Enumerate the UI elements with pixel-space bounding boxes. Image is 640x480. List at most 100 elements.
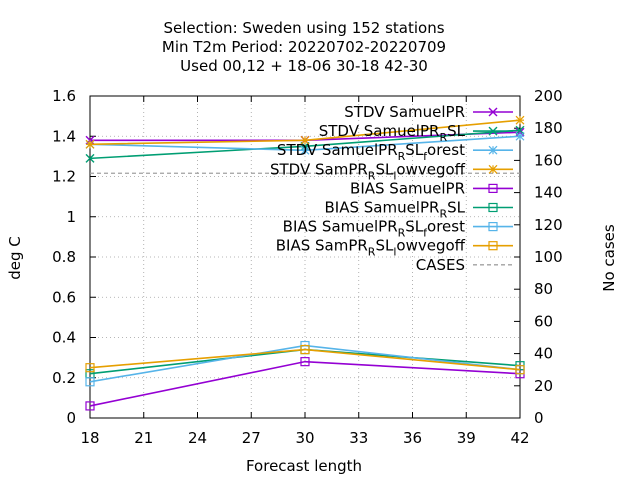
data-point [488,164,498,174]
y2-tick-label: 180 [534,119,563,137]
legend-text-part: BIAS SamPR [276,237,368,255]
data-point [515,365,525,375]
legend-item-5: BIAS SamuelPRRSL [324,199,513,221]
marker-stroke [488,107,498,117]
legend-subscript: R [398,227,406,240]
y2-tick-label: 80 [534,280,553,298]
x-tick-label: 33 [349,429,368,447]
y2-tick-label: 120 [534,216,563,234]
legend-text-part: orest [427,218,465,236]
data-point [515,115,525,125]
legend-text-part: orest [427,141,465,159]
legend-item-2: STDV SamuelPRRSLforest [277,141,513,163]
data-point [488,222,498,232]
legend-label: STDV SamuelPRRSL [319,122,466,144]
marker-stroke [515,127,525,137]
data-point [488,241,498,251]
y-tick-label: 0.8 [52,248,76,266]
legend-label: BIAS SamuelPRRSL [324,199,465,221]
data-point [85,401,95,411]
title-line-2: Min T2m Period: 20220702-20220709 [162,38,446,56]
data-point [85,377,95,387]
x-tick-label: 39 [457,429,476,447]
legend-subscript: l [393,169,396,182]
legend-text-part: BIAS SamuelPR [350,179,465,197]
series-3 [85,115,525,149]
y2-tick-label: 160 [534,151,563,169]
series-group [85,115,525,411]
series-7 [85,344,525,375]
legend-subscript: f [423,150,428,163]
y2-tick-label: 0 [534,409,544,427]
marker-stroke [488,126,498,136]
data-point [515,127,525,137]
y2-tick-label: 40 [534,345,553,363]
legend-text-part: owvegoff [396,160,465,178]
y-tick-label: 1 [66,208,76,226]
series-line [89,348,521,371]
data-point [488,126,498,136]
legend-item-0: STDV SamuelPR [344,103,513,121]
legend-text-part: BIAS SamuelPR [324,199,439,217]
data-point [488,183,498,193]
legend-subscript: R [398,150,406,163]
chart-title: Selection: Sweden using 152 stations Min… [162,19,446,75]
data-point [488,107,498,117]
legend-text-part: SL [447,122,466,140]
y-tick-label: 1.6 [52,87,76,105]
legend-text-part: CASES [416,256,465,274]
x-tick-label: 27 [242,429,261,447]
legend-text-part: owvegoff [396,237,465,255]
legend-label: STDV SamPRRSLlowvegoff [270,160,466,182]
axes: 18 21 24 27 30 33 36 39 42 0 0.2 0.4 0.6 0.8 1 1.2 1.4 1.… [52,87,563,447]
legend-subscript: l [393,246,396,259]
y2-tick-label: 100 [534,248,563,266]
legend-subscript: R [439,131,447,144]
y2-tick-label: 60 [534,312,553,330]
legend-subscript: R [368,246,376,259]
legend-text-part: SL [447,199,466,217]
legend-item-8: CASES [416,256,513,274]
x-tick-label: 36 [403,429,422,447]
marker-stroke [85,135,95,145]
marker-stroke [85,153,95,163]
legend-label: STDV SamuelPR [344,103,465,121]
data-point [85,135,95,145]
y-tick-label: 0 [66,409,76,427]
x-tick-label: 24 [188,429,207,447]
series-4 [85,357,525,411]
data-point [300,344,310,355]
legend-item-7: BIAS SamPRRSLlowvegoff [276,237,513,259]
y-tick-label: 0.2 [52,369,76,387]
legend-label: STDV SamuelPRRSLforest [277,141,465,163]
legend-text-part: STDV SamPR [270,160,368,178]
y2-tick-label: 20 [534,377,553,395]
data-point [300,145,310,155]
y2-tick-label: 140 [534,184,563,202]
data-point [85,139,95,149]
legend-text-part: SL [405,141,424,159]
legend-label: BIAS SamuelPR [350,179,465,197]
legend-item-1: STDV SamuelPRRSL [319,122,513,144]
y-tick-label: 1.2 [52,168,76,186]
data-point [488,145,498,155]
legend-label: BIAS SamuelPRRSLforest [283,218,465,240]
legend-label: CASES [416,256,465,274]
legend-subscript: f [423,227,428,240]
legend-text-part: BIAS SamuelPR [283,218,398,236]
series-line [89,360,521,407]
y-axis-label: deg C [6,236,24,280]
legend-label: BIAS SamPRRSLlowvegoff [276,237,466,259]
x-tick-label: 21 [134,429,153,447]
y-tick-label: 0.6 [52,288,76,306]
x-tick-label: 18 [80,429,99,447]
x-tick-label: 42 [510,429,529,447]
data-point [515,131,525,141]
x-axis-label: Forecast length [246,457,362,475]
legend-text-part: STDV SamuelPR [319,122,440,140]
data-point [300,135,310,145]
y-tick-label: 0.4 [52,329,76,347]
data-point [488,202,498,213]
